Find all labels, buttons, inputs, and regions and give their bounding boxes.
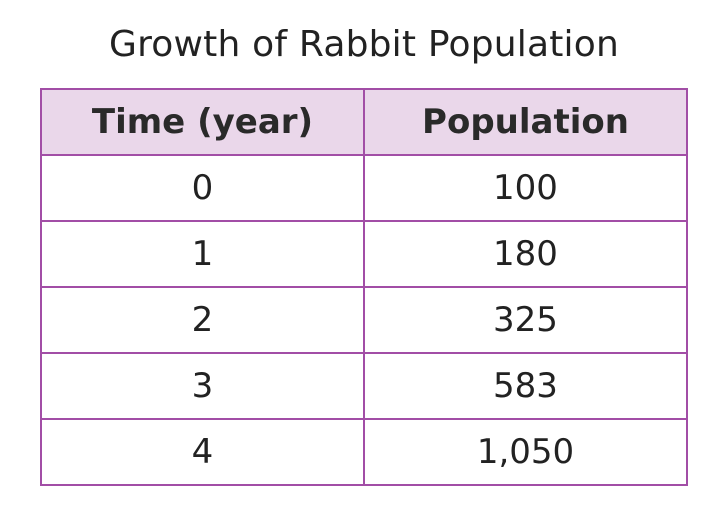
table-row: 0 100 bbox=[40, 154, 688, 222]
population-cell: 100 bbox=[363, 154, 688, 222]
time-cell: 1 bbox=[40, 220, 365, 288]
population-cell: 180 bbox=[363, 220, 688, 288]
time-cell: 2 bbox=[40, 286, 365, 354]
table-row: 4 1,050 bbox=[40, 418, 688, 486]
time-cell: 4 bbox=[40, 418, 365, 486]
time-cell: 3 bbox=[40, 352, 365, 420]
column-header-population: Population bbox=[363, 88, 688, 156]
population-cell: 1,050 bbox=[363, 418, 688, 486]
table-row: 2 325 bbox=[40, 286, 688, 354]
population-table: Time (year) Population 0 100 1 180 2 325… bbox=[40, 88, 688, 486]
time-cell: 0 bbox=[40, 154, 365, 222]
table-header-row: Time (year) Population bbox=[40, 88, 688, 156]
population-cell: 583 bbox=[363, 352, 688, 420]
table-row: 3 583 bbox=[40, 352, 688, 420]
population-cell: 325 bbox=[363, 286, 688, 354]
table-title: Growth of Rabbit Population bbox=[109, 24, 619, 65]
table-row: 1 180 bbox=[40, 220, 688, 288]
column-header-time: Time (year) bbox=[40, 88, 365, 156]
